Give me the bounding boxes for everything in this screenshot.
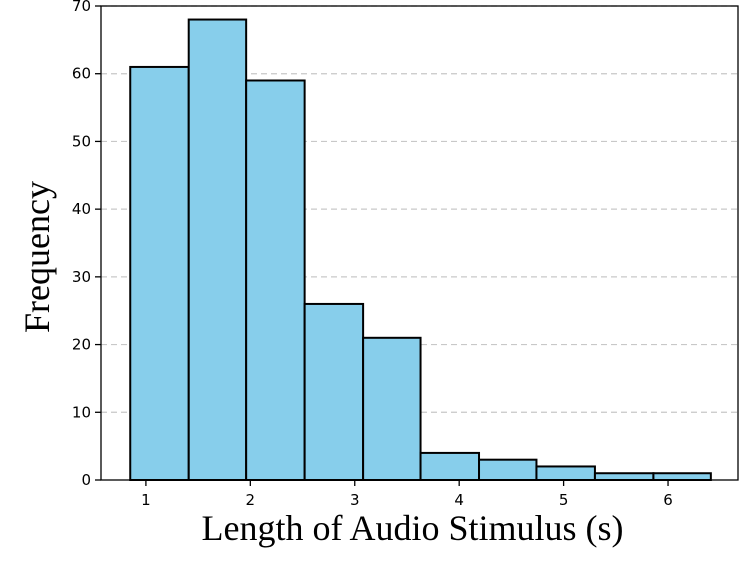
plot-frame [100,5,739,481]
histogram-bar [652,472,712,482]
x-tick-label: 6 [663,491,673,509]
histogram-bar [419,451,481,481]
x-axis-ticks: 1 2 3 4 5 6 [141,480,673,509]
histogram-bar [129,65,190,481]
y-tick-label: 10 [72,403,91,421]
histogram-bar [303,302,365,482]
y-tick-label: 20 [72,336,91,354]
histogram-bar [593,472,655,482]
histogram-bar [478,458,538,481]
x-tick-label: 4 [454,491,464,509]
x-tick-label: 5 [559,491,569,509]
y-axis-ticks: 0 10 20 30 40 50 60 70 [72,0,101,489]
y-tick-label: 0 [81,471,91,489]
x-tick-label: 2 [246,491,256,509]
y-tick-label: 70 [72,0,91,15]
histogram-bar [245,79,306,481]
x-tick-label: 3 [350,491,360,509]
y-tick-label: 30 [72,268,91,286]
y-tick-label: 50 [72,132,91,150]
histogram-bar [362,336,422,481]
y-tick-label: 40 [72,200,91,218]
y-tick-label: 60 [72,65,91,83]
histogram-bars [129,18,712,482]
histogram-bar [535,465,596,482]
x-tick-label: 1 [141,491,151,509]
x-axis-label: Length of Audio Stimulus (s) [202,508,624,548]
histogram-bar [187,18,248,482]
y-axis-label: Frequency [17,181,57,333]
